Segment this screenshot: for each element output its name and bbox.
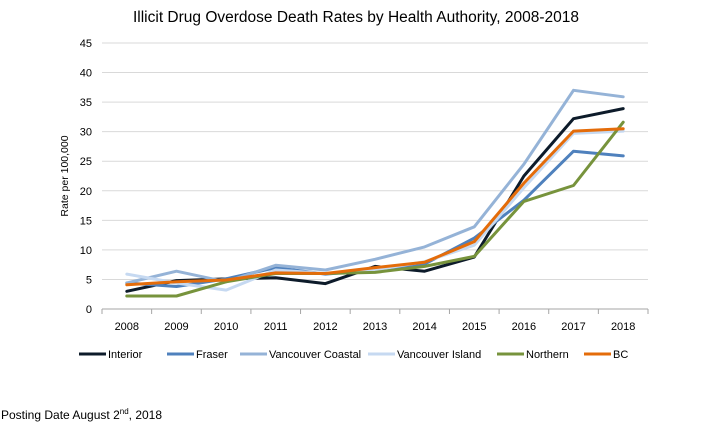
legend-label: Vancouver Island (397, 349, 481, 361)
chart: Illicit Drug Overdose Death Rates by Hea… (59, 9, 649, 361)
legend-item-vancouver-coastal: Vancouver Coastal (240, 349, 361, 361)
legend-item-northern: Northern (497, 349, 569, 361)
legend-label: Vancouver Coastal (269, 349, 361, 361)
y-tick-label: 30 (80, 127, 92, 139)
x-tick-label: 2011 (264, 321, 288, 333)
legend-label: BC (613, 349, 628, 361)
x-tick-label: 2014 (412, 321, 436, 333)
posting-date-suffix: , 2018 (128, 408, 163, 422)
posting-date-ordinal: nd (119, 407, 129, 416)
series-line-northern (125, 120, 625, 298)
posting-date-prefix: Posting Date August 2 (1, 408, 120, 422)
legend-label: Northern (526, 349, 569, 361)
legend-label: Interior (108, 349, 143, 361)
series-line-interior (125, 107, 625, 293)
legend-item-fraser: Fraser (167, 349, 228, 361)
y-tick-label: 40 (80, 68, 92, 80)
x-tick-label: 2009 (164, 321, 188, 333)
x-tick-label: 2012 (313, 321, 337, 333)
x-tick-label: 2016 (512, 321, 536, 333)
x-tick-label: 2015 (462, 321, 486, 333)
x-tick-label: 2017 (561, 321, 585, 333)
legend-item-vancouver-island: Vancouver Island (368, 349, 481, 361)
y-tick-label: 25 (80, 156, 92, 168)
series-line-bc (125, 127, 625, 287)
y-tick-label: 15 (80, 215, 92, 227)
x-tick-label: 2013 (363, 321, 387, 333)
series-line-vancouver-coastal (125, 88, 625, 285)
y-tick-label: 20 (80, 186, 92, 198)
y-tick-label: 45 (80, 38, 92, 50)
x-tick-label: 2008 (115, 321, 139, 333)
y-tick-label: 35 (80, 97, 92, 109)
x-axis: 2008 2009 2010 2011 2012 2013 2014 2015 2016 2017… (101, 308, 649, 333)
y-axis: 0 5 10 15 20 25 30 35 40 45 (80, 38, 92, 316)
gridlines (102, 42, 648, 280)
x-tick-label: 2018 (611, 321, 635, 333)
y-tick-label: 0 (86, 304, 92, 316)
series-lines (125, 88, 625, 298)
y-axis-label: Rate per 100,000 (59, 135, 71, 216)
legend-item-bc: BC (584, 349, 628, 361)
y-tick-label: 5 (86, 274, 92, 286)
y-tick-label: 10 (80, 245, 92, 257)
posting-date: Posting Date August 2nd, 2018 (1, 407, 163, 423)
x-tick-label: 2010 (214, 321, 238, 333)
legend: Interior Fraser Vancouver Coastal Vancouver… (79, 349, 628, 361)
legend-label: Fraser (196, 349, 228, 361)
chart-title: Illicit Drug Overdose Death Rates by Hea… (133, 9, 579, 26)
legend-item-interior: Interior (79, 349, 143, 361)
